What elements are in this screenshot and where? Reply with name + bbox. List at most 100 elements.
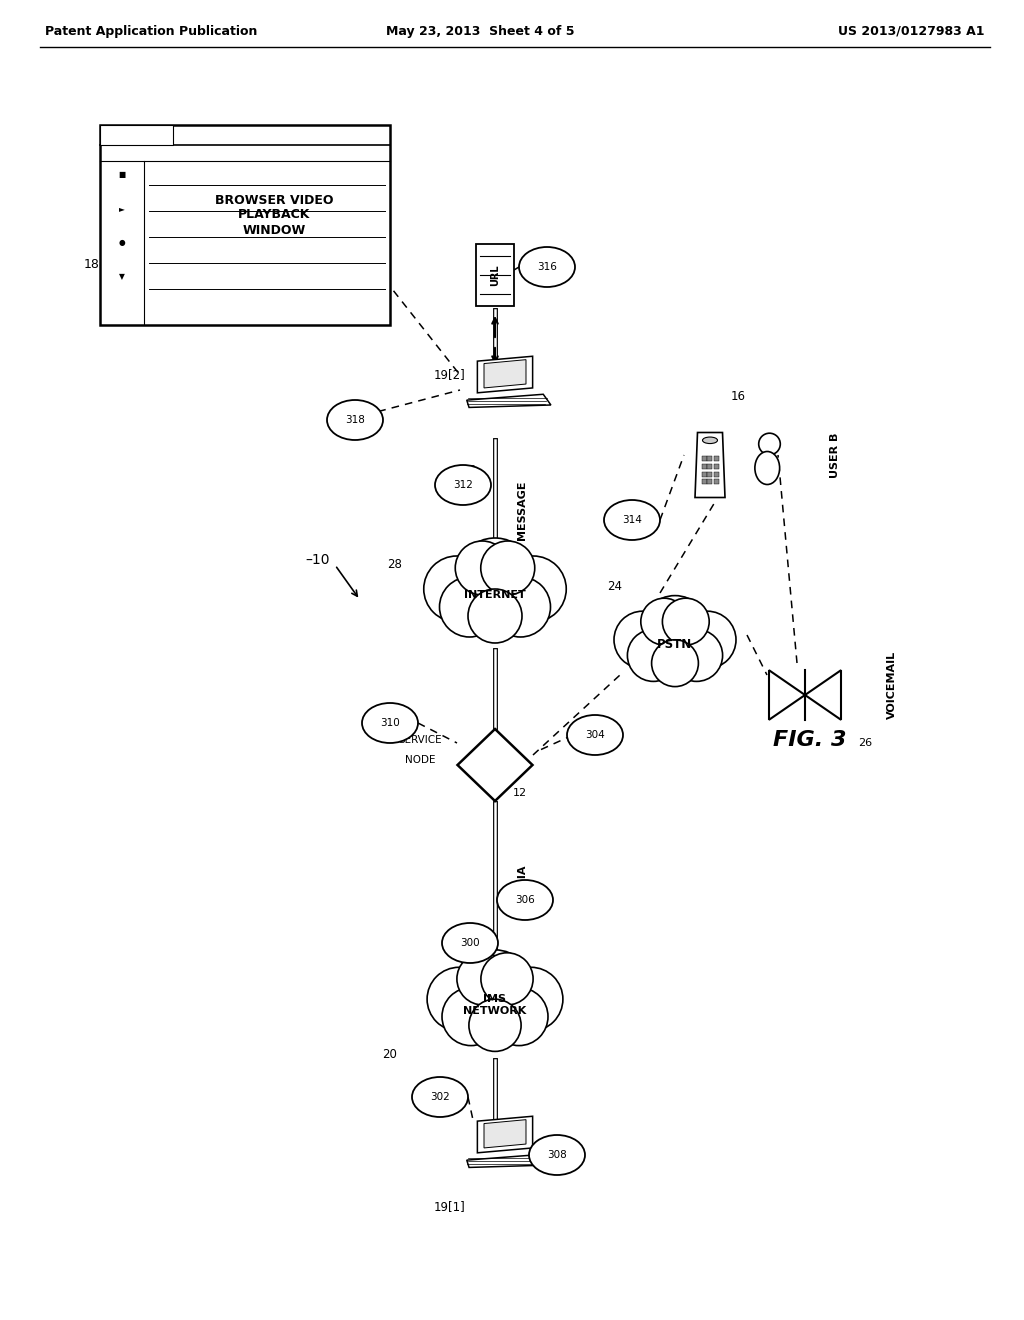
Circle shape bbox=[679, 611, 736, 668]
Text: SERVICE: SERVICE bbox=[398, 735, 441, 744]
Circle shape bbox=[424, 556, 489, 622]
Circle shape bbox=[614, 611, 671, 668]
Text: 26: 26 bbox=[858, 738, 872, 748]
Text: 19[1]: 19[1] bbox=[434, 1200, 466, 1213]
Circle shape bbox=[628, 630, 679, 681]
Text: Patent Application Publication: Patent Application Publication bbox=[45, 25, 257, 38]
Text: URL: URL bbox=[490, 264, 500, 286]
Bar bbox=[714, 463, 719, 469]
Text: US 2013/0127983 A1: US 2013/0127983 A1 bbox=[839, 25, 985, 38]
Polygon shape bbox=[477, 356, 532, 393]
Text: –10: –10 bbox=[305, 553, 330, 568]
Circle shape bbox=[458, 950, 532, 1026]
Bar bbox=[708, 455, 713, 461]
Circle shape bbox=[481, 953, 534, 1005]
Circle shape bbox=[439, 577, 500, 638]
Text: USER B: USER B bbox=[830, 433, 840, 478]
Circle shape bbox=[663, 598, 710, 645]
Ellipse shape bbox=[442, 923, 498, 964]
Text: 20: 20 bbox=[383, 1048, 397, 1061]
Polygon shape bbox=[805, 671, 841, 719]
Text: ●: ● bbox=[119, 239, 125, 248]
Circle shape bbox=[457, 953, 509, 1005]
Bar bbox=[701, 471, 707, 477]
Ellipse shape bbox=[519, 247, 575, 286]
Text: ■: ■ bbox=[118, 170, 125, 180]
Circle shape bbox=[427, 968, 490, 1031]
Polygon shape bbox=[477, 1117, 532, 1152]
Text: MEDIA: MEDIA bbox=[517, 865, 527, 906]
Text: FIG. 3: FIG. 3 bbox=[773, 730, 847, 750]
Polygon shape bbox=[769, 671, 805, 719]
Text: IMS
NETWORK: IMS NETWORK bbox=[464, 994, 526, 1016]
Bar bbox=[701, 479, 707, 484]
Ellipse shape bbox=[567, 715, 623, 755]
Polygon shape bbox=[467, 1154, 551, 1167]
Text: ►: ► bbox=[119, 205, 125, 214]
Circle shape bbox=[480, 541, 535, 595]
Ellipse shape bbox=[529, 1135, 585, 1175]
Ellipse shape bbox=[327, 400, 383, 440]
Ellipse shape bbox=[755, 451, 779, 484]
Circle shape bbox=[501, 556, 566, 622]
Text: 316: 316 bbox=[537, 261, 557, 272]
Bar bbox=[708, 471, 713, 477]
Text: 308: 308 bbox=[547, 1150, 567, 1160]
Text: ▼: ▼ bbox=[119, 272, 125, 281]
Circle shape bbox=[641, 598, 687, 645]
Circle shape bbox=[456, 541, 509, 595]
Polygon shape bbox=[467, 395, 551, 408]
Polygon shape bbox=[695, 433, 725, 498]
Circle shape bbox=[469, 999, 521, 1052]
Text: 12: 12 bbox=[513, 788, 527, 799]
Polygon shape bbox=[100, 125, 390, 325]
Text: BROWSER VIDEO
PLAYBACK
WINDOW: BROWSER VIDEO PLAYBACK WINDOW bbox=[215, 194, 333, 236]
Text: 302: 302 bbox=[430, 1092, 450, 1102]
Text: 318: 318 bbox=[345, 414, 365, 425]
Polygon shape bbox=[484, 1119, 526, 1148]
Bar bbox=[701, 463, 707, 469]
Ellipse shape bbox=[702, 437, 718, 444]
Polygon shape bbox=[100, 125, 172, 145]
Bar bbox=[708, 479, 713, 484]
Text: PSTN: PSTN bbox=[657, 639, 692, 652]
Circle shape bbox=[499, 968, 563, 1031]
Text: 18: 18 bbox=[84, 259, 100, 272]
Circle shape bbox=[490, 987, 548, 1045]
Circle shape bbox=[490, 577, 551, 638]
Text: INTERNET: INTERNET bbox=[464, 590, 526, 601]
Text: 300: 300 bbox=[460, 939, 480, 948]
Text: 19[2]: 19[2] bbox=[434, 368, 466, 381]
Text: 306: 306 bbox=[515, 895, 535, 906]
Circle shape bbox=[468, 589, 522, 643]
Text: 312: 312 bbox=[453, 480, 473, 490]
Circle shape bbox=[651, 640, 698, 686]
Circle shape bbox=[442, 987, 500, 1045]
Text: 16: 16 bbox=[730, 391, 745, 404]
Bar bbox=[714, 455, 719, 461]
Bar bbox=[714, 479, 719, 484]
Text: 310: 310 bbox=[380, 718, 400, 729]
Text: 28: 28 bbox=[387, 558, 402, 572]
Circle shape bbox=[759, 433, 780, 455]
Text: 304: 304 bbox=[585, 730, 605, 741]
Text: MESSAGE: MESSAGE bbox=[517, 480, 527, 540]
Text: NODE: NODE bbox=[404, 755, 435, 766]
Text: May 23, 2013  Sheet 4 of 5: May 23, 2013 Sheet 4 of 5 bbox=[386, 25, 574, 38]
Polygon shape bbox=[476, 244, 514, 306]
Text: 24: 24 bbox=[607, 581, 623, 594]
Text: 314: 314 bbox=[622, 515, 642, 525]
Circle shape bbox=[641, 595, 709, 663]
Ellipse shape bbox=[362, 704, 418, 743]
Ellipse shape bbox=[435, 465, 490, 506]
Ellipse shape bbox=[497, 880, 553, 920]
Text: 18: 18 bbox=[463, 465, 477, 475]
Bar bbox=[714, 471, 719, 477]
Bar bbox=[701, 455, 707, 461]
Polygon shape bbox=[484, 359, 526, 388]
Circle shape bbox=[671, 630, 723, 681]
Circle shape bbox=[456, 539, 534, 616]
Bar bbox=[708, 463, 713, 469]
Text: VOICEMAIL: VOICEMAIL bbox=[887, 651, 897, 719]
Ellipse shape bbox=[412, 1077, 468, 1117]
